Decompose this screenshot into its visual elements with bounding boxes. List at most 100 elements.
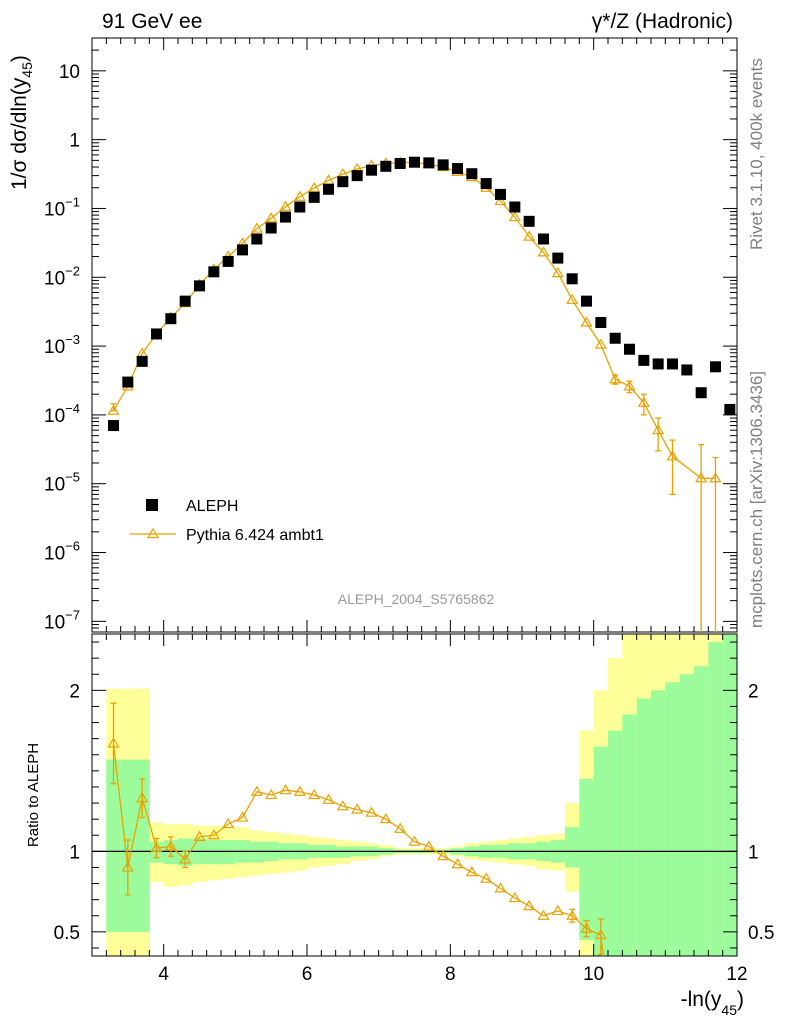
aleph-point <box>523 215 535 227</box>
ratio-point <box>336 800 349 811</box>
pythia-point <box>322 174 335 185</box>
x-tick-label: 8 <box>445 964 456 985</box>
pythia-point <box>566 293 579 304</box>
ratio-point <box>121 861 134 872</box>
ratio-point <box>551 904 564 916</box>
aleph-point <box>265 222 277 234</box>
rivet-version-label: Rivet 3.1.10, 400k events <box>747 58 766 250</box>
main-y-axis-title: 1/σ dσ/dln(y45) <box>8 55 35 190</box>
pythia-point <box>537 246 550 257</box>
ratio-point <box>394 822 407 833</box>
ratio-point <box>322 793 335 804</box>
band-inner-bin <box>135 759 150 932</box>
header-right-label: γ*/Z (Hadronic) <box>592 10 733 33</box>
y-tick-label: 10−6 <box>44 539 80 565</box>
y-tick-label-right: 2 <box>748 681 759 702</box>
ratio-plot-frame <box>91 633 738 957</box>
aleph-point <box>710 361 721 373</box>
aleph-point <box>609 332 621 344</box>
ratio-point <box>207 829 220 840</box>
aleph-point <box>136 355 148 367</box>
x-tick-label: 10 <box>583 964 604 985</box>
y-tick-label: 10−4 <box>44 401 80 427</box>
ratio-y-axis-title: Ratio to ALEPH <box>25 743 42 847</box>
ratio-plot-axes: 4 6 8 10 120.5 0.51 12 2 <box>54 634 774 985</box>
ratio-point <box>480 872 493 883</box>
aleph-point <box>638 354 650 366</box>
y-tick-label: 1 <box>69 131 80 152</box>
pythia-point <box>279 200 292 211</box>
ratio-point <box>594 928 607 940</box>
aleph-point <box>681 364 693 376</box>
ratio-point <box>494 882 507 893</box>
band-inner-bin <box>651 690 666 956</box>
aleph-point <box>581 295 592 307</box>
aleph-point <box>366 164 377 176</box>
pythia-point <box>523 230 536 241</box>
legend: ALEPH Pythia 6.424 ambt1 <box>130 498 324 544</box>
aleph-point <box>251 233 263 245</box>
pythia-point <box>695 472 708 483</box>
legend-marker-pythia <box>146 527 160 539</box>
band-inner-bin <box>679 674 695 956</box>
band-inner-bin <box>665 682 681 956</box>
aleph-point <box>222 255 234 267</box>
legend-label-pythia: Pythia 6.424 ambt1 <box>186 527 324 544</box>
aleph-point <box>695 387 707 399</box>
aleph-point <box>423 157 435 169</box>
aleph-point <box>552 252 564 264</box>
band-inner-bin <box>636 698 652 956</box>
aleph-point <box>280 211 291 223</box>
aleph-point <box>595 317 607 329</box>
y-tick-label: 10−7 <box>44 607 80 633</box>
aleph-point <box>566 273 578 285</box>
aleph-point <box>351 170 363 182</box>
y-tick-label-right: 0.5 <box>748 923 774 944</box>
ratio-point <box>580 922 593 933</box>
header-left-label: 91 GeV ee <box>102 10 202 33</box>
band-inner-bin <box>622 714 638 956</box>
ratio-point <box>523 899 536 911</box>
pythia-point <box>580 316 593 327</box>
aleph-point <box>652 358 664 370</box>
main-plot-frame <box>91 37 738 633</box>
ratio-point <box>365 806 378 817</box>
band-inner-bin <box>565 827 580 868</box>
y-tick-label: 10−5 <box>44 470 80 496</box>
aleph-point <box>108 420 119 432</box>
x-tick-label: 4 <box>158 964 169 985</box>
pythia-point <box>623 380 636 391</box>
band-inner-bin <box>221 840 236 865</box>
pythia-point <box>265 212 278 223</box>
aleph-point <box>323 183 334 195</box>
ratio-point <box>164 840 177 851</box>
pythia-point <box>637 396 650 407</box>
ratio-point <box>293 785 306 796</box>
ratio-point <box>408 835 421 846</box>
band-inner-bin <box>335 846 351 858</box>
ratio-point <box>250 785 263 796</box>
pythia-point <box>666 450 679 461</box>
main-plot-marks <box>107 156 736 632</box>
aleph-point <box>509 201 521 213</box>
aleph-point <box>151 328 162 340</box>
ratio-point <box>308 788 321 800</box>
pythia-point <box>551 266 564 278</box>
pythia-line <box>112 161 716 479</box>
band-inner-bin <box>722 634 737 956</box>
ratio-point <box>537 909 550 920</box>
pythia-point <box>308 181 321 193</box>
ratio-point <box>351 803 364 814</box>
aleph-point <box>165 313 177 325</box>
ratio-plot-marks <box>92 702 737 956</box>
ratio-point <box>379 812 392 824</box>
ratio-point <box>179 853 192 864</box>
pythia-point <box>508 210 521 222</box>
x-tick-label: 12 <box>726 964 747 985</box>
pythia-point <box>250 222 263 233</box>
band-inner-bin <box>106 759 122 932</box>
pythia-point <box>609 373 622 384</box>
aleph-point <box>437 159 449 171</box>
aleph-point <box>122 376 134 388</box>
